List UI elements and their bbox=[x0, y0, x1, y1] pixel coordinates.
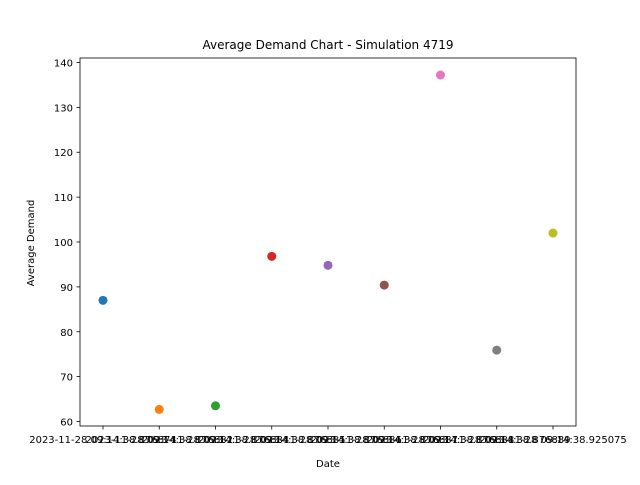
y-tick-label: 70 bbox=[60, 373, 73, 384]
chart-title: Average Demand Chart - Simulation 4719 bbox=[202, 38, 453, 52]
y-tick-label: 100 bbox=[54, 238, 73, 249]
y-tick-label: 140 bbox=[54, 58, 73, 69]
data-point bbox=[379, 280, 389, 290]
data-point bbox=[267, 251, 277, 261]
data-point bbox=[211, 401, 220, 411]
y-axis: 60 70 80 90 100 110 120 130 140 bbox=[54, 58, 80, 429]
x-tick-label: 2023-11-28 09:14:38.876884 bbox=[142, 435, 290, 446]
y-axis-label: Average Demand bbox=[26, 200, 37, 287]
x-tick-label: 2023-11-28 09:14:38.876882 bbox=[85, 435, 233, 446]
data-points bbox=[98, 70, 558, 414]
y-tick-label: 130 bbox=[54, 103, 73, 114]
y-tick-label: 60 bbox=[60, 418, 73, 429]
data-point bbox=[154, 404, 164, 414]
data-point bbox=[323, 260, 333, 270]
plot-area bbox=[79, 57, 577, 427]
x-tick-label: 2023-11-28 09:14:38.876885 bbox=[198, 435, 346, 446]
x-tick-label: 2023-11-28 09:14:38.876874 bbox=[29, 435, 177, 446]
data-point bbox=[492, 345, 502, 355]
x-tick-label: 2023-11-28 09:14:38.876887 bbox=[310, 435, 458, 446]
y-tick-label: 120 bbox=[54, 148, 73, 159]
x-axis-label: Date bbox=[316, 459, 340, 470]
data-point bbox=[548, 228, 558, 238]
x-tick-label: 2023-11-28 09:14:38.876888 bbox=[367, 435, 515, 446]
data-point bbox=[436, 70, 445, 80]
x-tick-label: 2023-11-28 09:14:38.876889 bbox=[423, 435, 571, 446]
x-tick-label: 2023-11-28 09:14:38.876886 bbox=[254, 435, 402, 446]
y-tick-label: 110 bbox=[54, 193, 73, 204]
data-point bbox=[98, 295, 108, 305]
y-tick-label: 80 bbox=[60, 328, 73, 339]
x-tick-label: 2023-11-28 09:14:38.925075 bbox=[479, 435, 627, 446]
y-tick-label: 90 bbox=[60, 283, 73, 294]
